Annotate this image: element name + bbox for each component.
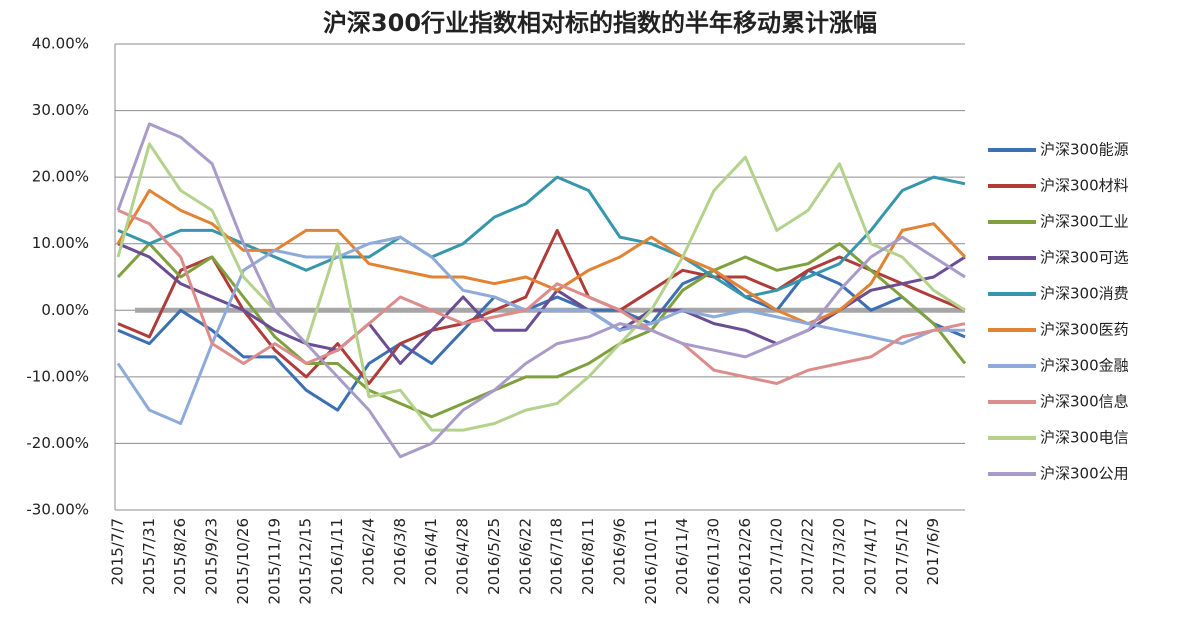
x-tick-label: 2015/11/19 [265,518,283,604]
legend-label: 沪深300信息 [1040,393,1129,411]
x-tick-label: 2016/10/11 [642,518,660,604]
x-tick-label: 2017/4/17 [861,518,879,595]
series-line [116,142,966,432]
y-tick-label: -10.00% [26,367,89,385]
x-tick-label: 2016/2/4 [359,518,377,585]
x-tick-label: 2017/6/9 [924,518,942,585]
x-tick-label: 2016/8/11 [579,518,597,595]
x-tick-label: 2015/8/26 [171,518,189,595]
legend-label: 沪深300医药 [1040,321,1129,339]
legend-label: 沪深300公用 [1040,465,1129,483]
series-line [116,122,966,459]
x-tick-label: 2016/5/25 [485,518,503,595]
series-line [117,209,966,385]
series-line [117,268,966,412]
x-tick-label: 2016/3/8 [391,518,409,585]
x-tick-label: 2016/7/18 [548,518,566,595]
y-tick-label: 40.00% [32,35,89,53]
series-line [116,235,965,425]
x-tick-label: 2016/11/30 [705,518,723,604]
y-tick-label: -30.00% [26,501,89,519]
x-tick-label: 2016/1/11 [328,518,346,595]
x-tick-label: 2015/10/26 [234,518,252,604]
x-tick-label: 2015/7/31 [140,518,158,595]
x-tick-label: 2017/1/20 [767,518,785,595]
x-tick-label: 2016/12/26 [736,518,754,604]
y-tick-label: -20.00% [26,434,89,452]
x-tick-label: 2017/5/12 [893,518,911,595]
legend-label: 沪深300工业 [1040,213,1129,231]
x-tick-label: 2017/3/20 [830,518,848,595]
y-tick-label: 20.00% [32,168,89,186]
y-tick-label: 30.00% [32,101,89,119]
legend-label: 沪深300能源 [1040,141,1129,159]
chart-title: 沪深300行业指数相对标的指数的半年移动累计涨幅 [323,9,877,37]
y-tick-label: 0.00% [41,301,89,319]
series-line [117,228,966,385]
series-line [116,189,967,326]
x-tick-label: 2016/6/22 [516,518,534,595]
x-tick-label: 2016/9/6 [610,518,628,585]
x-tick-label: 2015/7/7 [109,518,127,585]
x-tick-label: 2016/11/4 [673,518,691,595]
legend-label: 沪深300可选 [1040,249,1129,267]
y-tick-label: 10.00% [32,234,89,252]
legend-label: 沪深300金融 [1040,357,1129,375]
legend-label: 沪深300材料 [1040,177,1129,195]
series-line [116,242,967,419]
x-tick-label: 2015/9/23 [203,518,221,595]
x-tick-label: 2017/2/22 [799,518,817,595]
x-tick-label: 2016/4/1 [422,518,440,585]
legend-label: 沪深300电信 [1040,429,1129,447]
x-tick-label: 2015/12/15 [297,518,315,604]
legend-label: 沪深300消费 [1040,285,1129,303]
x-tick-label: 2016/4/28 [454,518,472,595]
